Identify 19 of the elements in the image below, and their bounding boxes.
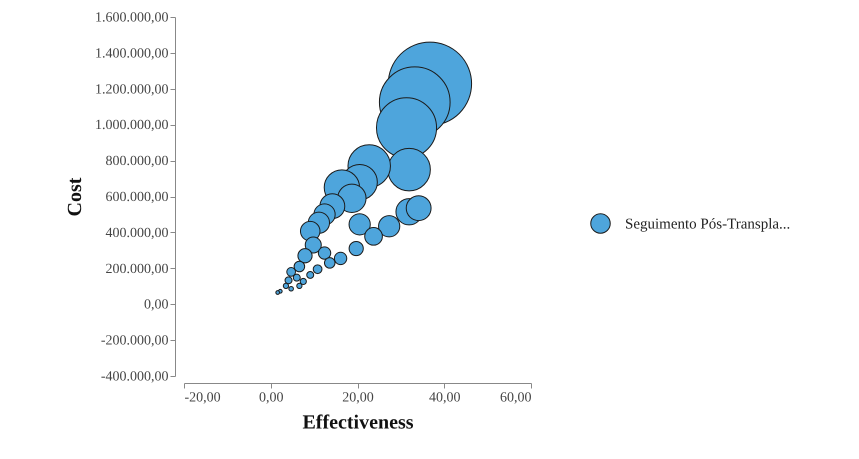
x-tick-label: 0,00 [259,390,284,406]
x-tick-label: 40,00 [429,390,460,406]
x-tick-label: 60,00 [500,390,532,406]
x-axis-title: Effectiveness [302,412,414,434]
y-axis-title: Cost [64,177,86,216]
y-tick-label: 0,00 [144,298,168,313]
y-tick-label: 800.000,00 [106,154,168,170]
y-tick-label: 1.400.000,00 [95,46,168,62]
y-tick-label: -400.000,00 [100,370,168,384]
y-tick-label: 400.000,00 [106,226,168,241]
y-tick-label: 600.000,00 [106,190,168,205]
y-tick-label: 200.000,00 [106,262,168,277]
legend-label: Seguimento Pós-Transpla... [625,216,790,232]
x-tick-label: 20,00 [342,390,374,406]
y-tick-label: 1.200.000,00 [95,82,168,98]
y-tick-label: -200.000,00 [100,334,168,349]
y-tick-label: 1.600.000,00 [95,10,168,26]
y-tick-label: 1.000.000,00 [95,118,168,134]
x-tick-label: -20,00 [184,390,221,406]
